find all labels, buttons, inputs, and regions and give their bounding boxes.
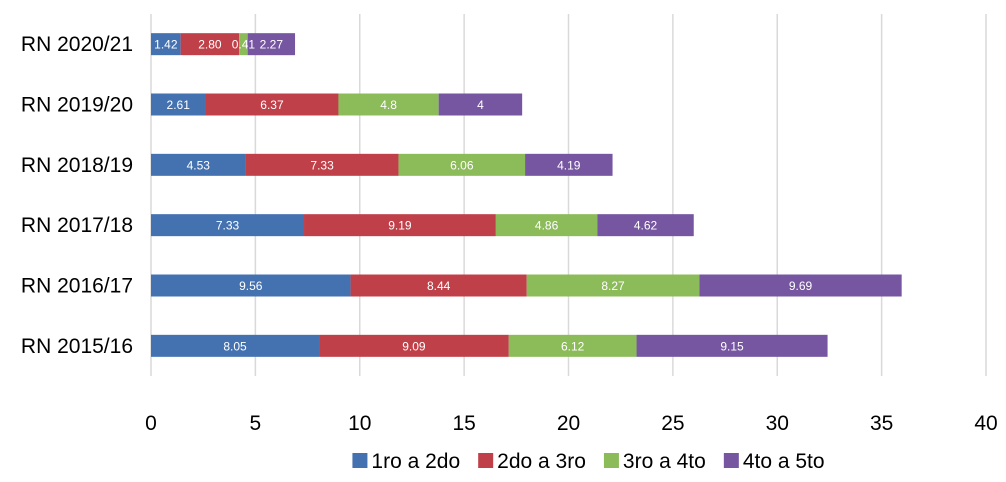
gridlines [150,14,987,376]
category-label: RN 2016/17 [21,275,133,298]
bar-segment [304,214,496,237]
data-label: 9.19 [388,219,412,233]
bar-segment [180,33,240,56]
bar-segment [699,274,902,297]
x-tick-label: 0 [145,412,157,435]
bar-segment [495,214,598,237]
x-tick-label: 30 [766,412,789,435]
category-label: RN 2015/16 [21,335,133,358]
data-label: 6.12 [561,339,585,353]
legend-swatch [603,453,619,468]
bar-segment [151,33,181,56]
data-label: 7.33 [216,219,240,233]
data-label: 2.80 [198,38,222,52]
x-tick-label: 5 [250,412,262,435]
category-label: RN 2019/20 [21,94,133,117]
data-label: 4.86 [535,219,559,233]
bar-segment [597,214,694,237]
data-label: 2.61 [167,98,191,112]
data-label: 8.44 [427,279,451,293]
bar-segment [350,274,527,297]
data-label: 2.27 [260,38,284,52]
bar-segment [338,93,439,116]
data-label: 8.27 [601,279,625,293]
data-label: 4.8 [380,98,397,112]
category-axis-labels: RN 2015/16 RN 2016/17 RN 2017/18 RN 2018/19… [21,33,133,358]
bar-segment [636,334,828,357]
x-tick-label: 20 [557,412,580,435]
data-label: 7.33 [310,158,334,172]
legend-swatch [723,453,739,468]
data-label: 6.06 [450,158,474,172]
bar-segment [508,334,637,357]
data-label: 9.09 [402,339,426,353]
data-label: 9.15 [720,339,744,353]
bar-segment [438,93,523,116]
bar-segment [151,274,351,297]
data-label: 9.56 [239,279,263,293]
data-label: 0.41 [232,38,256,52]
bar-segment [319,334,509,357]
data-label: 4.19 [557,158,581,172]
x-tick-label: 25 [661,412,684,435]
bar-segment [151,214,305,237]
data-label: 8.05 [223,339,247,353]
bar-segment [398,153,526,176]
bar-segment [239,33,248,56]
bars [151,33,902,357]
data-label: 1.42 [154,38,178,52]
bar-segment [525,153,613,176]
legend-label: 4to a 5to [743,450,825,473]
x-tick-label: 35 [870,412,893,435]
category-label: RN 2020/21 [21,33,133,56]
x-tick-label: 15 [452,412,475,435]
category-label: RN 2017/18 [21,214,133,237]
legend-label: 2do a 3ro [497,450,586,473]
data-label: 9.69 [789,279,813,293]
legend-swatch [352,453,368,468]
x-tick-label: 40 [974,412,997,435]
data-label: 4 [477,98,484,112]
category-label: RN 2018/19 [21,154,133,177]
legend-swatch [478,453,494,468]
bar-segment [151,153,246,176]
data-label: 4.62 [634,219,658,233]
data-label: 6.37 [260,98,284,112]
bar-segment [151,93,206,116]
bar-segment [245,153,399,176]
legend: 1ro a 2do 2do a 3ro 3ro a 4to 4to a 5to [352,450,825,473]
bar-segment [151,334,320,357]
bar-segment [247,33,296,56]
bar-segment [526,274,700,297]
x-tick-label: 10 [348,412,371,435]
legend-label: 1ro a 2do [371,450,460,473]
value-axis-ticks: 0 5 10 15 20 25 30 35 40 [145,412,998,435]
bar-segment [205,93,339,116]
data-labels: 8.05 9.09 6.12 9.15 9.56 8.44 8.27 9.69 7.33 9.19… [154,38,812,354]
legend-label: 3ro a 4to [623,450,706,473]
data-label: 4.53 [187,158,211,172]
